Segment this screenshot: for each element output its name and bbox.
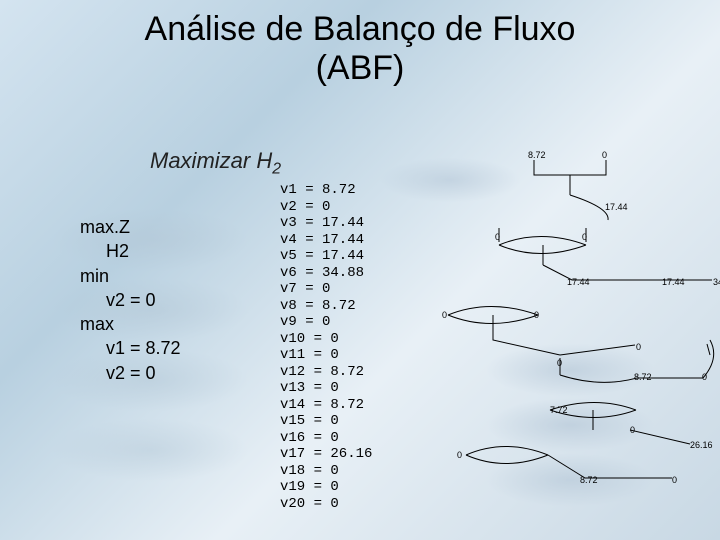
constraints-line: v2 = 0 <box>80 288 181 312</box>
constraints-line: v1 = 8.72 <box>80 336 181 360</box>
flow-value: 0 <box>557 358 562 368</box>
constraints-line: max <box>80 312 181 336</box>
constraints-line: H2 <box>80 239 181 263</box>
flow-value: 7.72 <box>550 405 568 415</box>
title-line-2: (ABF) <box>316 49 405 87</box>
flow-value: 26.16 <box>690 440 713 450</box>
flow-value: 8.72 <box>528 150 546 160</box>
flow-value: 17.44 <box>605 202 628 212</box>
flow-edge <box>630 430 690 444</box>
flow-value: 17.44 <box>567 277 590 287</box>
flow-edge <box>466 447 548 456</box>
flow-edge <box>560 345 635 355</box>
title-line-1: Análise de Balanço de Fluxo <box>145 10 576 48</box>
flow-edge <box>560 375 637 382</box>
flow-diagram-svg <box>410 140 720 500</box>
flow-edge <box>499 228 586 242</box>
subtitle-prefix: Maximizar H <box>150 148 272 173</box>
flow-value: 0 <box>457 450 462 460</box>
flow-diagram: 8.72 0 17.44 0 0 17.44 17.44 34.88 0 0 0 0 8.72 0 7.72… <box>410 140 720 500</box>
flow-value: 0 <box>602 150 607 160</box>
constraints-line: v2 = 0 <box>80 361 181 385</box>
flow-value: 0 <box>534 310 539 320</box>
flow-value: 0 <box>702 372 707 382</box>
flow-value: 0 <box>442 310 447 320</box>
flow-edge <box>493 315 560 355</box>
constraints-line: min <box>80 264 181 288</box>
flow-edge <box>499 237 586 246</box>
subtitle-subscript: 2 <box>272 160 281 177</box>
flow-value: 8.72 <box>580 475 598 485</box>
variable-list: v1 = 8.72 v2 = 0 v3 = 17.44 v4 = 17.44 v… <box>280 182 372 512</box>
constraints-block: max.Z H2 min v2 = 0 max v1 = 8.72 v2 = 0 <box>80 215 181 385</box>
flow-value: 34.88 <box>713 277 720 287</box>
slide-title: Análise de Balanço de Fluxo (ABF) <box>0 0 720 88</box>
flow-value: 0 <box>636 342 641 352</box>
flow-edge <box>570 195 608 220</box>
flow-edge <box>534 160 606 175</box>
flow-value: 0 <box>582 232 587 242</box>
flow-value: 0 <box>630 425 635 435</box>
constraints-line: max.Z <box>80 215 181 239</box>
flow-value: 17.44 <box>662 277 685 287</box>
subtitle: Maximizar H2 <box>150 148 281 178</box>
flow-value: 0 <box>672 475 677 485</box>
flow-value: 8.72 <box>634 372 652 382</box>
flow-edge <box>466 455 548 464</box>
flow-edge <box>448 307 538 316</box>
flow-value: 0 <box>495 232 500 242</box>
flow-edge <box>543 265 665 280</box>
